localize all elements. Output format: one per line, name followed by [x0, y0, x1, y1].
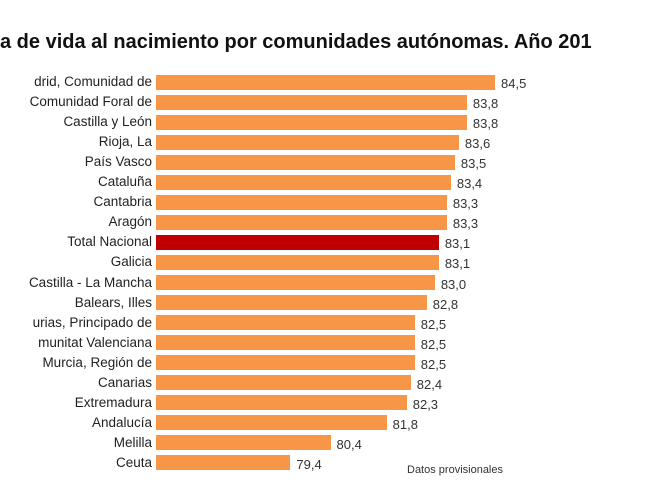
category-label: urias, Principado de [32, 314, 152, 330]
category-label: Aragón [108, 214, 152, 230]
value-label: 83,6 [464, 136, 491, 152]
chart-title: a de vida al nacimiento por comunidades … [0, 31, 592, 53]
category-label: Castilla - La Mancha [28, 274, 152, 290]
bar [156, 415, 387, 431]
value-label: 82,5 [420, 316, 447, 332]
value-label: 83,8 [472, 116, 499, 132]
value-label: 83,3 [452, 216, 479, 232]
bar-highlight [156, 234, 439, 250]
category-label: Castilla y León [63, 114, 152, 130]
category-label: Cantabria [93, 194, 152, 210]
value-label: 84,5 [501, 76, 527, 91]
category-label: Galicia [110, 254, 152, 270]
category-label: Ceuta [115, 454, 152, 470]
category-label: Comunidad Foral de [29, 94, 152, 110]
bar [156, 355, 415, 371]
value-label: 82,4 [416, 376, 443, 392]
category-label: Rioja, La [98, 134, 152, 150]
value-label: 82,3 [412, 396, 439, 412]
category-label: Extremadura [74, 394, 152, 410]
category-label: Murcia, Región de [42, 354, 152, 370]
value-label: 83,8 [472, 96, 499, 112]
category-label: Melilla [113, 434, 152, 450]
bar [156, 114, 467, 130]
chart-note: Datos provisionales [407, 464, 503, 476]
value-label: 83,5 [460, 156, 487, 172]
category-label: Balears, Illes [74, 294, 152, 310]
bar [156, 455, 291, 471]
value-label: 82,5 [420, 336, 447, 352]
value-label: 82,5 [420, 356, 447, 372]
value-label: 83,0 [440, 276, 467, 292]
value-label: 80,4 [336, 436, 362, 452]
bar [156, 74, 495, 90]
value-label: 81,8 [392, 416, 418, 432]
bar [156, 335, 415, 351]
bar [156, 375, 411, 391]
bar [156, 275, 435, 290]
value-label: 82,8 [432, 296, 459, 312]
value-label: 83,4 [456, 176, 483, 192]
category-label: País Vasco [84, 154, 152, 170]
bar [156, 134, 459, 150]
bar [156, 174, 451, 190]
value-label: 83,1 [444, 236, 471, 252]
bar [156, 254, 439, 270]
category-label: Cataluña [97, 174, 152, 190]
bar [156, 154, 455, 170]
bar [156, 435, 331, 451]
bar [156, 94, 467, 110]
bar [156, 395, 407, 411]
category-label: Andalucía [91, 414, 152, 430]
bar [156, 315, 415, 331]
value-label: 79,4 [296, 456, 322, 472]
category-label: munitat Valenciana [38, 334, 152, 350]
category-label: Total Nacional [67, 234, 152, 250]
category-label: drid, Comunidad de [34, 74, 152, 89]
bar [156, 214, 447, 230]
bar [156, 295, 427, 311]
value-label: 83,3 [452, 196, 479, 212]
value-label: 83,1 [444, 256, 471, 272]
bar [156, 194, 447, 210]
category-label: Canarias [97, 374, 152, 390]
